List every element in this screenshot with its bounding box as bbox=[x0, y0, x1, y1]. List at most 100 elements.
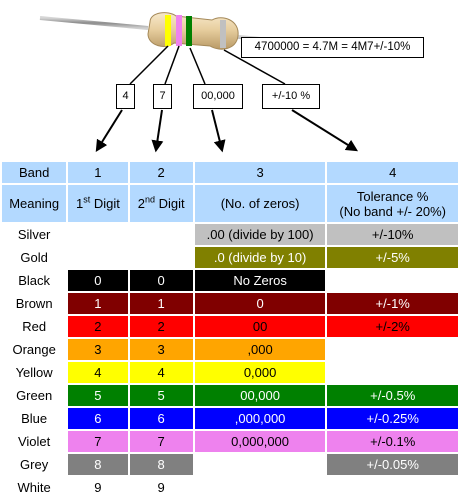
first-digit-header: 1st Digit bbox=[68, 185, 128, 222]
digit-1-callout: 4 bbox=[116, 84, 135, 109]
tolerance-cell: +/-2% bbox=[327, 316, 458, 337]
tolerance-cell: +/-0.1% bbox=[327, 431, 458, 452]
band-header-row: Band 1 2 3 4 bbox=[2, 162, 458, 183]
first-digit-cell: 4 bbox=[68, 362, 128, 383]
arrow-column-4 bbox=[291, 109, 359, 152]
pointer-line-4 bbox=[223, 49, 286, 85]
second-digit-cell: 0 bbox=[129, 270, 193, 291]
first-digit-cell: 2 bbox=[68, 316, 128, 337]
tolerance-cell: +/-5% bbox=[327, 247, 458, 268]
tolerance-cell: +/-1% bbox=[327, 293, 458, 314]
first-digit-number: 1 bbox=[75, 196, 84, 211]
color-name-cell: Grey bbox=[2, 454, 67, 475]
arrow-column-1 bbox=[95, 109, 123, 153]
tolerance-cell bbox=[327, 477, 458, 498]
color-name-cell: Violet bbox=[2, 431, 67, 452]
column-2-header: 2 bbox=[129, 162, 193, 183]
color-name-cell: Black bbox=[2, 270, 67, 291]
multiplier-cell bbox=[194, 477, 326, 498]
color-name-cell: Silver bbox=[2, 224, 67, 245]
tolerance-cell bbox=[327, 362, 458, 383]
second-digit-cell: 2 bbox=[129, 316, 193, 337]
color-name-cell: Gold bbox=[2, 247, 67, 268]
column-4-header: 4 bbox=[327, 162, 458, 183]
second-digit-cell bbox=[129, 247, 193, 268]
tolerance-callout: +/-10 % bbox=[262, 84, 320, 109]
color-row-black: Black 0 0 No Zeros bbox=[2, 270, 458, 291]
multiplier-cell: 0 bbox=[194, 293, 326, 314]
zeros-header: (No. of zeros) bbox=[194, 185, 326, 222]
value-formula-callout: 4700000 = 4.7M = 4M7+/-10% bbox=[241, 37, 424, 58]
tolerance-cell: +/-0.25% bbox=[327, 408, 458, 429]
color-row-green: Green 5 5 00,000 +/-0.5% bbox=[2, 385, 458, 406]
first-digit-word: Digit bbox=[90, 196, 120, 211]
resistor-illustration: 4700000 = 4.7M = 4M7+/-10% 4 7 00,000 +/… bbox=[0, 0, 460, 160]
multiplier-cell: 00 bbox=[194, 316, 326, 337]
color-code-table: Band 1 2 3 4 Meaning 1st Digit 2nd Digit… bbox=[0, 160, 460, 500]
pointer-line-3 bbox=[189, 47, 206, 85]
band-2 bbox=[176, 15, 182, 46]
second-digit-cell: 1 bbox=[129, 293, 193, 314]
second-digit-cell: 5 bbox=[129, 385, 193, 406]
zeros-callout: 00,000 bbox=[193, 84, 243, 109]
multiplier-cell: 0,000 bbox=[194, 362, 326, 383]
tolerance-cell: +/-0.05% bbox=[327, 454, 458, 475]
left-lead bbox=[39, 16, 149, 30]
multiplier-cell: ,000,000 bbox=[194, 408, 326, 429]
color-row-yellow: Yellow 4 4 0,000 bbox=[2, 362, 458, 383]
arrow-column-3 bbox=[211, 109, 226, 153]
meaning-row: Meaning 1st Digit 2nd Digit (No. of zero… bbox=[2, 185, 458, 222]
first-digit-cell: 3 bbox=[68, 339, 128, 360]
column-1-header: 1 bbox=[68, 162, 128, 183]
tolerance-cell: +/-0.5% bbox=[327, 385, 458, 406]
first-digit-cell: 8 bbox=[68, 454, 128, 475]
tolerance-header-line2: (No band +/- 20%) bbox=[339, 203, 446, 219]
color-row-gold: Gold .0 (divide by 10) +/-5% bbox=[2, 247, 458, 268]
first-digit-cell bbox=[68, 224, 128, 245]
tolerance-cell bbox=[327, 339, 458, 360]
column-3-header: 3 bbox=[194, 162, 326, 183]
color-row-red: Red 2 2 00 +/-2% bbox=[2, 316, 458, 337]
color-name-cell: Red bbox=[2, 316, 67, 337]
second-digit-cell: 8 bbox=[129, 454, 193, 475]
second-digit-word: Digit bbox=[154, 196, 185, 211]
color-row-grey: Grey 8 8 +/-0.05% bbox=[2, 454, 458, 475]
color-row-orange: Orange 3 3,000 bbox=[2, 339, 458, 360]
color-name-cell: Blue bbox=[2, 408, 67, 429]
tolerance-cell: +/-10% bbox=[327, 224, 458, 245]
color-row-white: White 9 9 bbox=[2, 477, 458, 498]
first-digit-cell: 7 bbox=[68, 431, 128, 452]
color-row-violet: Violet 7 7 0,000,000 +/-0.1% bbox=[2, 431, 458, 452]
tolerance-header: Tolerance % (No band +/- 20%) bbox=[327, 185, 458, 222]
first-digit-cell bbox=[68, 247, 128, 268]
multiplier-cell: 0,000,000 bbox=[194, 431, 326, 452]
second-digit-cell: 6 bbox=[129, 408, 193, 429]
color-code-table-body: Band 1 2 3 4 Meaning 1st Digit 2nd Digit… bbox=[2, 162, 458, 498]
meaning-header: Meaning bbox=[2, 185, 67, 222]
color-name-cell: Orange bbox=[2, 339, 67, 360]
first-digit-cell: 5 bbox=[68, 385, 128, 406]
multiplier-cell bbox=[194, 454, 326, 475]
resistor-diagram bbox=[39, 12, 371, 153]
multiplier-cell: .00 (divide by 100) bbox=[194, 224, 326, 245]
second-digit-cell: 7 bbox=[129, 431, 193, 452]
first-digit-cell: 1 bbox=[68, 293, 128, 314]
band-1 bbox=[165, 15, 171, 46]
second-digit-number: 2 bbox=[137, 196, 145, 211]
band-header: Band bbox=[2, 162, 67, 183]
color-name-cell: White bbox=[2, 477, 67, 498]
first-digit-cell: 6 bbox=[68, 408, 128, 429]
color-row-brown: Brown 1 1 0 +/-1% bbox=[2, 293, 458, 314]
second-digit-suffix: nd bbox=[144, 194, 155, 205]
first-digit-suffix: st bbox=[83, 194, 91, 205]
color-row-silver: Silver .00 (divide by 100) +/-10% bbox=[2, 224, 458, 245]
band-4 bbox=[220, 20, 226, 48]
second-digit-cell bbox=[129, 224, 193, 245]
band-3 bbox=[186, 16, 192, 46]
second-digit-header: 2nd Digit bbox=[129, 185, 193, 222]
multiplier-cell: 00,000 bbox=[194, 385, 326, 406]
multiplier-cell: No Zeros bbox=[194, 270, 326, 291]
second-digit-cell: 4 bbox=[129, 362, 193, 383]
second-digit-cell: 3 bbox=[129, 339, 193, 360]
second-digit-cell: 9 bbox=[129, 477, 193, 498]
